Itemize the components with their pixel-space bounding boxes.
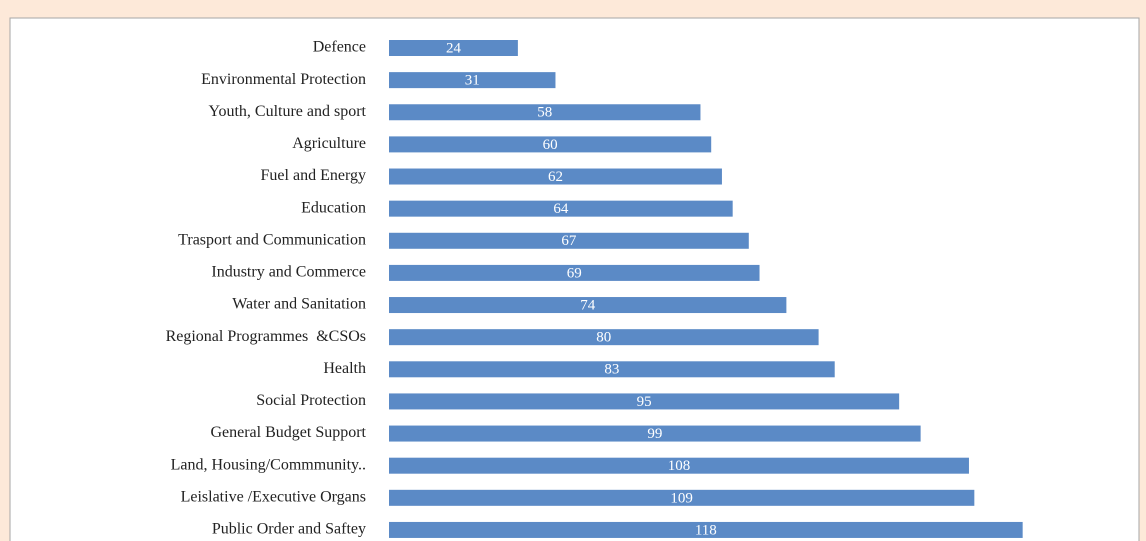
bar — [389, 457, 969, 474]
bar — [389, 232, 749, 249]
data-label: 95 — [637, 394, 652, 410]
data-label: 62 — [548, 169, 563, 185]
data-label: 60 — [543, 137, 558, 153]
data-label: 108 — [668, 458, 691, 474]
data-label: 74 — [580, 297, 596, 313]
bar — [389, 72, 556, 89]
bar — [389, 361, 835, 378]
bar — [389, 168, 722, 185]
bar — [389, 104, 701, 121]
data-label: 118 — [695, 522, 717, 538]
bar — [389, 393, 900, 410]
data-label: 31 — [465, 73, 480, 89]
bar — [389, 136, 712, 153]
y-tick-label: Land, Housing/Commmunity.. — [171, 456, 366, 473]
data-label: 80 — [596, 330, 611, 346]
y-tick-label: Health — [323, 360, 366, 377]
data-label: 99 — [647, 426, 662, 442]
bar — [389, 200, 733, 217]
y-tick-label: Regional Programmes &CSOs — [166, 328, 366, 345]
y-tick-label: Fuel and Energy — [261, 167, 366, 184]
y-tick-label: Agriculture — [292, 135, 366, 152]
bar — [389, 521, 1023, 538]
data-label: 24 — [446, 40, 462, 56]
data-label: 64 — [553, 201, 569, 217]
y-tick-label: Youth, Culture and sport — [209, 103, 367, 120]
y-tick-label: General Budget Support — [210, 424, 366, 441]
data-label: 69 — [567, 265, 582, 281]
y-tick-label: Public Order and Saftey — [212, 521, 366, 538]
y-tick-label: Education — [301, 199, 366, 216]
y-tick-label: Leislative /Executive Organs — [181, 488, 366, 505]
bar — [389, 329, 819, 346]
y-tick-label: Defence — [313, 39, 366, 56]
y-tick-label: Industry and Commerce — [211, 264, 366, 281]
bar — [389, 40, 518, 56]
data-label: 109 — [670, 490, 693, 506]
bar — [389, 264, 760, 281]
y-tick-label: Trasport and Communication — [178, 231, 366, 248]
y-tick-label: Water and Sanitation — [232, 296, 366, 313]
data-label: 67 — [561, 233, 577, 249]
y-tick-label: Social Protection — [256, 392, 366, 409]
data-label: 83 — [604, 362, 619, 378]
data-label: 58 — [537, 105, 552, 121]
bar — [389, 425, 921, 442]
bar — [389, 489, 975, 506]
y-tick-label: Environmental Protection — [201, 71, 366, 88]
bar — [389, 297, 787, 314]
